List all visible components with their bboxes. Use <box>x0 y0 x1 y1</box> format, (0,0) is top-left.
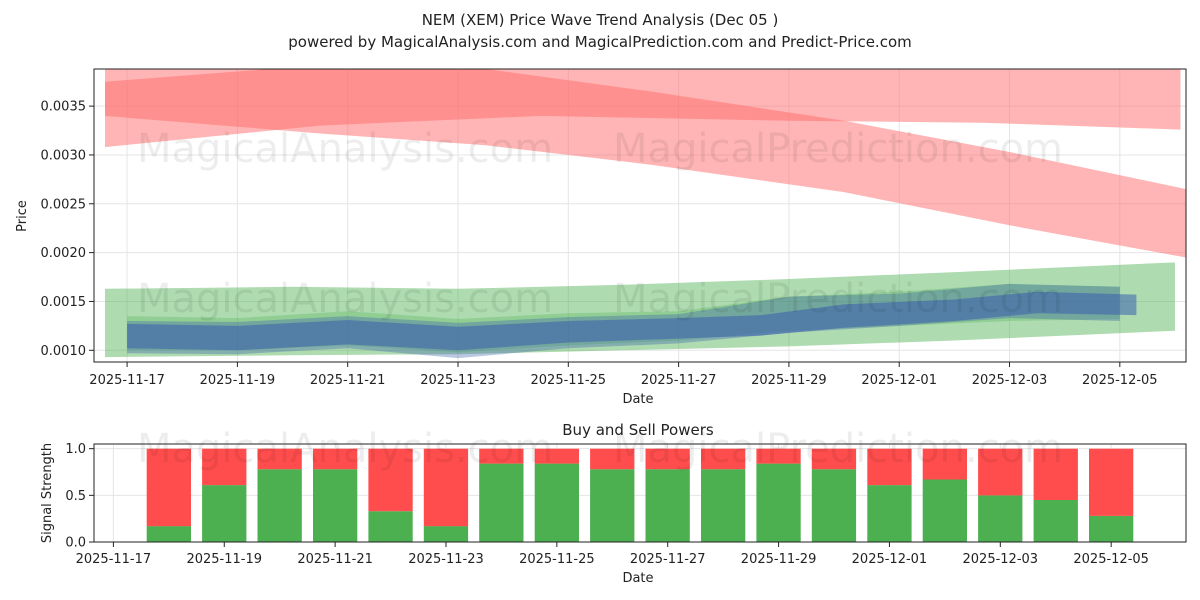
bottom-x-tick-label: 2025-12-05 <box>1073 552 1149 567</box>
watermark-prediction-bottom: MagicalPrediction.com <box>613 426 1063 472</box>
top-y-tick-label: 0.0015 <box>41 295 87 310</box>
buy-bar <box>1089 515 1134 542</box>
buy-bar <box>202 485 247 542</box>
buy-bar <box>313 469 358 542</box>
top-x-tick-label: 2025-11-17 <box>89 373 165 388</box>
bottom-plot-frame <box>93 443 1187 543</box>
top-bands <box>105 69 1186 359</box>
watermark-analysis-bottom: MagicalAnalysis.com <box>137 426 553 472</box>
sell-bar <box>922 448 967 480</box>
watermark-analysis-top-1: MagicalAnalysis.com <box>137 126 553 172</box>
bottom-chart-title: Buy and Sell Powers <box>562 421 714 439</box>
buy-bar <box>146 526 191 542</box>
bottom-x-axis-title: Date <box>622 571 653 586</box>
top-x-tick-label: 2025-12-03 <box>972 373 1048 388</box>
buy-bar <box>368 511 413 542</box>
bottom-y-axis-title: Signal Strength <box>40 443 55 543</box>
red-band-lower <box>105 69 1186 258</box>
bottom-x-tick-label: 2025-11-29 <box>741 552 817 567</box>
bottom-x-tick-label: 2025-11-27 <box>630 552 706 567</box>
buy-bar <box>867 485 912 542</box>
top-y-tick-label: 0.0010 <box>41 344 87 359</box>
top-x-ticks: 2025-11-17 2025-11-19 2025-11-21 2025-11-23… <box>89 362 1158 388</box>
sell-bar <box>423 448 469 527</box>
buy-bar <box>257 469 302 542</box>
sell-bar <box>479 448 524 464</box>
bottom-y-tick-label: 1.0 <box>65 442 86 457</box>
top-x-tick-label: 2025-12-05 <box>1082 373 1158 388</box>
bottom-x-tick-label: 2025-12-01 <box>852 552 928 567</box>
sell-bar <box>590 448 635 470</box>
bottom-x-ticks: 2025-11-17 2025-11-19 2025-11-21 2025-11-23… <box>76 542 1149 567</box>
sell-bar <box>146 448 191 527</box>
buy-bar <box>645 469 690 542</box>
top-y-tick-label: 0.0035 <box>41 100 87 115</box>
figure-title-line1: NEM (XEM) Price Wave Trend Analysis (Dec… <box>422 11 779 29</box>
sell-bar <box>534 448 579 464</box>
top-x-tick-label: 2025-11-27 <box>641 373 717 388</box>
sell-bar <box>313 448 358 470</box>
sell-bar <box>645 448 690 470</box>
top-x-tick-label: 2025-11-21 <box>310 373 386 388</box>
buy-bar <box>701 469 746 542</box>
bottom-y-ticks: 0.0 0.5 1.0 <box>65 442 94 551</box>
buy-sell-chart: Buy and Sell Powers MagicalAnalysis.com … <box>40 421 1187 586</box>
buy-bar <box>1033 500 1078 542</box>
bottom-bars <box>146 448 1134 542</box>
buy-bar <box>590 469 635 542</box>
buy-bar <box>756 463 801 542</box>
top-y-tick-label: 0.0025 <box>41 197 87 212</box>
bottom-x-tick-label: 2025-11-25 <box>519 552 595 567</box>
watermark-prediction-top-2: MagicalPrediction.com <box>613 276 1063 322</box>
buy-bar <box>479 463 524 542</box>
top-x-tick-label: 2025-11-19 <box>200 373 276 388</box>
top-x-axis-title: Date <box>622 392 653 407</box>
sell-bar <box>202 448 247 486</box>
sell-bar <box>811 448 857 470</box>
sell-bar <box>1089 448 1134 516</box>
top-y-ticks: 0.0010 0.0015 0.0020 0.0025 0.0030 0.0035 <box>41 100 94 359</box>
top-x-tick-label: 2025-11-25 <box>531 373 607 388</box>
sell-bar <box>257 448 302 470</box>
blue-band-core <box>127 291 1137 351</box>
top-y-tick-label: 0.0020 <box>41 246 87 261</box>
sell-bar <box>756 448 801 464</box>
buy-bar <box>978 495 1023 542</box>
bottom-watermarks: MagicalAnalysis.com MagicalPrediction.co… <box>137 426 1063 472</box>
top-watermarks: MagicalAnalysis.com MagicalPrediction.co… <box>137 126 1063 322</box>
bottom-x-tick-label: 2025-11-21 <box>297 552 373 567</box>
bottom-x-tick-label: 2025-11-19 <box>186 552 262 567</box>
top-y-tick-label: 0.0030 <box>41 148 87 163</box>
watermark-analysis-top-2: MagicalAnalysis.com <box>137 276 553 322</box>
sell-bar <box>867 448 912 486</box>
bottom-y-tick-label: 0.0 <box>65 536 86 551</box>
top-x-tick-label: 2025-12-01 <box>861 373 937 388</box>
top-x-tick-label: 2025-11-29 <box>751 373 827 388</box>
watermark-prediction-top-1: MagicalPrediction.com <box>613 126 1063 172</box>
buy-bar <box>423 526 469 542</box>
buy-bar <box>534 463 579 542</box>
top-x-tick-label: 2025-11-23 <box>420 373 496 388</box>
price-wave-chart: MagicalAnalysis.com MagicalPrediction.co… <box>15 68 1187 407</box>
top-plot-frame <box>93 68 1187 363</box>
sell-bar <box>701 448 746 470</box>
sell-bar <box>1033 448 1078 500</box>
figure-title-line2: powered by MagicalAnalysis.com and Magic… <box>288 33 912 51</box>
bottom-x-tick-label: 2025-11-17 <box>76 552 152 567</box>
buy-bar <box>922 479 967 542</box>
bottom-x-tick-label: 2025-11-23 <box>408 552 484 567</box>
buy-bar <box>811 469 857 542</box>
bottom-y-tick-label: 0.5 <box>65 489 86 504</box>
top-y-axis-title: Price <box>15 200 30 232</box>
bottom-x-tick-label: 2025-12-03 <box>963 552 1039 567</box>
sell-bar <box>978 448 1023 496</box>
sell-bar <box>368 448 413 512</box>
